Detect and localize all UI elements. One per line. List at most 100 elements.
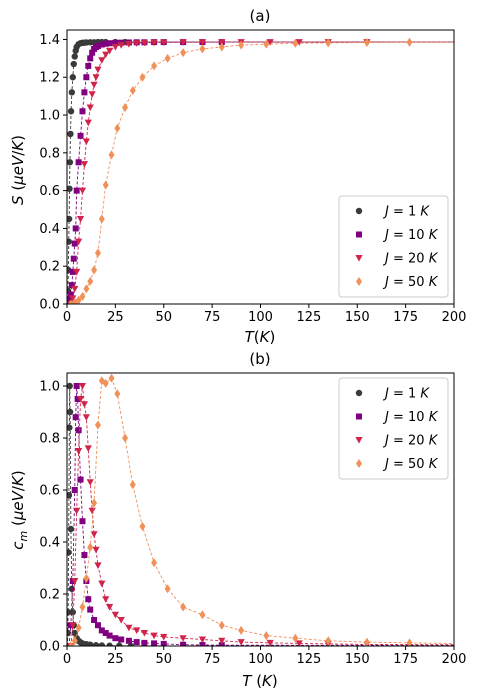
data-point-J50 <box>151 61 158 71</box>
data-point-J20 <box>150 39 158 47</box>
data-point-J50 <box>180 602 187 612</box>
data-point-J50 <box>83 284 90 294</box>
x-tick-label: 125 <box>296 652 321 667</box>
data-point-J10 <box>72 225 79 232</box>
data-point-J50 <box>129 85 136 95</box>
data-point-J10 <box>68 282 75 289</box>
data-point-J50 <box>114 389 121 399</box>
y-tick-label: 0.8 <box>39 146 60 161</box>
data-point-J50 <box>292 38 299 48</box>
data-point-J20 <box>76 215 85 223</box>
x-tick-label: 175 <box>393 310 418 325</box>
data-point-J10 <box>118 636 125 643</box>
data-point-J20 <box>111 611 119 619</box>
data-point-J50 <box>139 72 146 82</box>
data-point-J20 <box>140 630 148 637</box>
legend-marker-J1 <box>355 207 363 215</box>
legend-marker-J20 <box>355 437 363 444</box>
data-point-J10 <box>98 627 105 634</box>
panel-a-ylabel: S (μeV/K) <box>9 135 27 205</box>
data-point-J20 <box>80 401 89 408</box>
data-point-J1 <box>68 89 76 96</box>
data-point-J50 <box>67 641 74 646</box>
data-point-J20 <box>111 44 119 51</box>
data-point-J50 <box>263 631 270 641</box>
fit-line-J20 <box>70 385 454 646</box>
plot-area-a: 0 25 50 75 100 125 150 175 200 0.0 0.2 0.4 0.6 0.8 1.0… <box>39 29 466 325</box>
y-tick-label: 0.0 <box>39 298 60 313</box>
data-point-J20 <box>117 617 125 624</box>
x-tick-label: 50 <box>155 310 172 325</box>
data-point-J10 <box>70 255 77 262</box>
data-point-J1 <box>67 215 73 223</box>
data-point-J20 <box>88 91 96 98</box>
data-point-J20 <box>140 39 148 47</box>
data-point-J20 <box>295 640 303 646</box>
data-point-J20 <box>160 633 168 641</box>
data-point-J1 <box>67 408 74 416</box>
y-tick-label: 1.0 <box>39 380 60 395</box>
data-point-J20 <box>78 187 87 195</box>
data-point-J50 <box>79 291 86 301</box>
y-tick-label: 0.8 <box>39 432 60 447</box>
data-point-J10 <box>141 639 148 646</box>
data-point-J1 <box>67 238 72 245</box>
legend-box <box>338 377 449 480</box>
y-tick-label: 1.2 <box>39 71 60 86</box>
series-group <box>67 373 454 646</box>
data-point-J50 <box>114 123 121 133</box>
x-tick-label: 75 <box>204 310 221 325</box>
data-point-J1 <box>67 130 74 138</box>
data-point-J20 <box>160 39 168 47</box>
data-point-J10 <box>102 40 109 47</box>
data-point-J10 <box>151 640 158 646</box>
data-point-J50 <box>180 48 187 58</box>
data-point-J20 <box>76 396 85 403</box>
data-point-J20 <box>84 119 92 127</box>
data-point-J10 <box>94 43 101 50</box>
data-point-J10 <box>71 240 78 247</box>
data-point-J1 <box>98 642 106 646</box>
data-point-J1 <box>67 492 73 499</box>
data-point-J20 <box>98 57 106 64</box>
data-point-J1 <box>92 642 100 646</box>
x-tick-label: 50 <box>155 652 172 667</box>
y-tick-label: 0.6 <box>39 484 60 499</box>
data-point-J20 <box>92 546 100 554</box>
data-point-J20 <box>88 507 96 515</box>
x-tick-label: 125 <box>296 310 321 325</box>
data-point-J10 <box>112 635 119 642</box>
data-point-J50 <box>218 42 225 52</box>
data-point-J20 <box>71 578 79 585</box>
data-point-J10 <box>74 396 81 402</box>
data-point-J10 <box>77 132 84 139</box>
data-point-J1 <box>67 382 73 390</box>
legend-marker-J50 <box>356 459 362 468</box>
x-tick-label: 0 <box>63 310 71 325</box>
data-point-J50 <box>151 558 158 568</box>
data-point-J10 <box>75 427 82 434</box>
data-point-J20 <box>218 39 226 46</box>
data-point-J20 <box>218 637 226 645</box>
data-point-J10 <box>79 518 86 525</box>
data-point-J50 <box>363 37 370 47</box>
x-tick-label: 100 <box>248 652 273 667</box>
data-point-J50 <box>75 623 82 633</box>
data-point-J20 <box>86 104 94 112</box>
data-point-J10 <box>77 476 84 483</box>
data-point-J50 <box>94 420 101 430</box>
data-point-J1 <box>71 53 78 60</box>
legend-label: J = 20 K <box>382 434 439 449</box>
data-point-J50 <box>79 602 86 612</box>
data-point-J20 <box>90 531 98 538</box>
panel-b-ylabel: cm (μeV/K) <box>9 470 30 549</box>
data-point-J50 <box>406 37 413 47</box>
data-point-J20 <box>90 81 98 89</box>
data-point-J50 <box>363 637 370 646</box>
data-point-J20 <box>75 448 83 455</box>
legend-label: J = 1 K <box>382 205 430 220</box>
data-point-J20 <box>94 562 102 569</box>
panel-a-title: (a) <box>250 7 271 25</box>
data-point-J50 <box>199 610 206 620</box>
data-point-J20 <box>105 47 114 55</box>
